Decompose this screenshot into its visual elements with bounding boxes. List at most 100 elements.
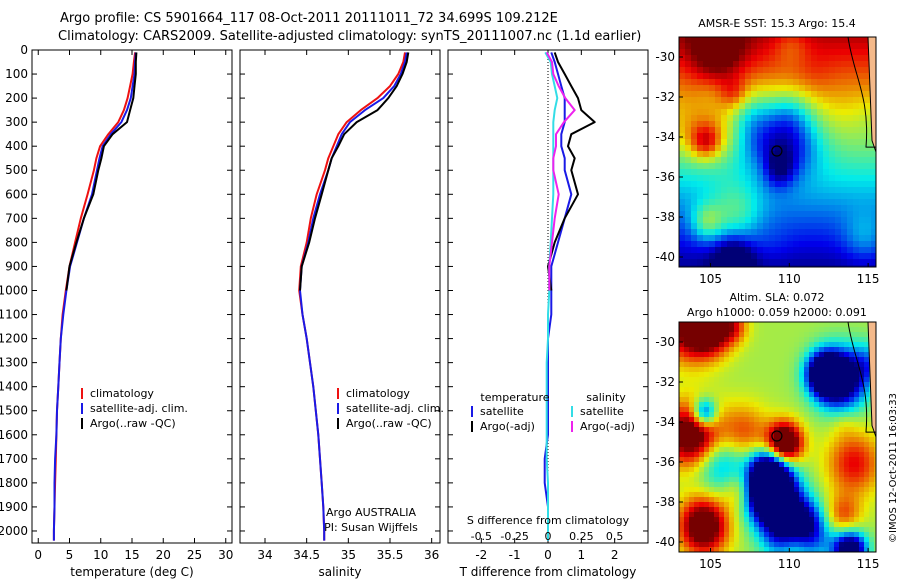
map4-cell: [684, 547, 690, 552]
map3-cell: [793, 139, 800, 146]
map4-cell: [734, 547, 740, 552]
map4-cell: [699, 477, 705, 483]
map3-cell: [817, 157, 824, 164]
map3-cell: [733, 211, 740, 218]
map4-cell: [809, 347, 815, 353]
map4-cell: [774, 412, 780, 418]
map4-cell: [714, 522, 720, 528]
map4-cell: [754, 467, 760, 473]
map3-cell: [865, 151, 872, 158]
map4-cell: [834, 542, 840, 548]
map3-cell: [715, 133, 722, 140]
map3-cell: [781, 223, 788, 230]
map4-cell: [774, 382, 780, 388]
map4-cell: [784, 407, 790, 413]
map4-cell: [844, 377, 850, 383]
depth-tick-label: 1000: [0, 283, 28, 297]
map3-cell: [817, 259, 824, 266]
map3-cell: [775, 223, 782, 230]
map3-cell: [727, 97, 734, 104]
map4-cell: [689, 412, 695, 418]
map4-cell: [874, 437, 876, 443]
map4-cell: [729, 507, 735, 513]
map3-cell: [847, 193, 854, 200]
map4-cell: [874, 462, 876, 468]
map4-cell: [764, 347, 770, 353]
map3-cell: [853, 43, 860, 50]
map3-cell: [787, 91, 794, 98]
map3-cell: [829, 235, 836, 242]
map4-cell: [739, 407, 745, 413]
map3-cell: [727, 61, 734, 68]
map3-cell: [769, 181, 776, 188]
map4-cell: [764, 502, 770, 508]
map4-cell: [824, 387, 830, 393]
map3-cell: [823, 37, 830, 44]
map3-cell: [859, 109, 866, 116]
map3-cell: [829, 73, 836, 80]
map4-cell: [799, 442, 805, 448]
map4-cell: [689, 372, 695, 378]
map4-cell: [754, 452, 760, 458]
map4-cell: [724, 492, 730, 498]
map4-cell: [814, 492, 820, 498]
map4-cell: [759, 532, 765, 538]
map4-cell: [754, 392, 760, 398]
map4-cell: [849, 512, 855, 518]
map4-cell: [704, 442, 710, 448]
map4-cell: [759, 392, 765, 398]
map4-cell: [689, 362, 695, 368]
panel1-series-argo: [299, 52, 410, 291]
map3-cell: [865, 133, 872, 140]
map4-cell: [719, 437, 725, 443]
map4-cell: [739, 332, 745, 338]
map3-cell: [685, 103, 692, 110]
map4-cell: [754, 417, 760, 423]
map4-cell: [689, 407, 695, 413]
map4-cell: [854, 332, 860, 338]
map4-cell: [844, 477, 850, 483]
map4-cell: [839, 382, 845, 388]
map4-cell: [799, 377, 805, 383]
map3-cell: [715, 229, 722, 236]
map4-cell: [684, 347, 690, 353]
map3-cell: [817, 163, 824, 170]
depth-tick-label: 800: [5, 235, 28, 249]
map4-cell: [734, 372, 740, 378]
map4-cell: [839, 547, 845, 552]
map4-cell: [824, 347, 830, 353]
map4-cell: [834, 437, 840, 443]
map3-cell: [709, 79, 716, 86]
map3-cell: [787, 205, 794, 212]
map4-cell: [804, 332, 810, 338]
map4-cell: [789, 477, 795, 483]
map3-cell: [715, 103, 722, 110]
map3-cell: [847, 199, 854, 206]
map4-cell: [799, 417, 805, 423]
map3-cell: [721, 229, 728, 236]
map3-cell: [871, 217, 876, 224]
map4-cell: [859, 462, 865, 468]
map4-cell: [769, 417, 775, 423]
map4-cell: [749, 477, 755, 483]
map4-cell: [739, 472, 745, 478]
map3-cell: [745, 85, 752, 92]
map4-cell: [804, 542, 810, 548]
map3-cell: [679, 91, 686, 98]
map4-cell: [739, 532, 745, 538]
map3-cell: [799, 133, 806, 140]
map3-cell: [781, 79, 788, 86]
map3-cell: [859, 217, 866, 224]
map4-cell: [824, 332, 830, 338]
map4-cell: [774, 392, 780, 398]
map3-cell: [703, 133, 710, 140]
map4-cell: [819, 467, 825, 473]
map4-cell: [809, 387, 815, 393]
map3-cell: [769, 259, 776, 266]
map4-cell: [739, 447, 745, 453]
map4-cell: [789, 397, 795, 403]
map3-cell: [829, 163, 836, 170]
map3-cell: [787, 127, 794, 134]
map3-cell: [781, 247, 788, 254]
map4-cell: [744, 392, 750, 398]
